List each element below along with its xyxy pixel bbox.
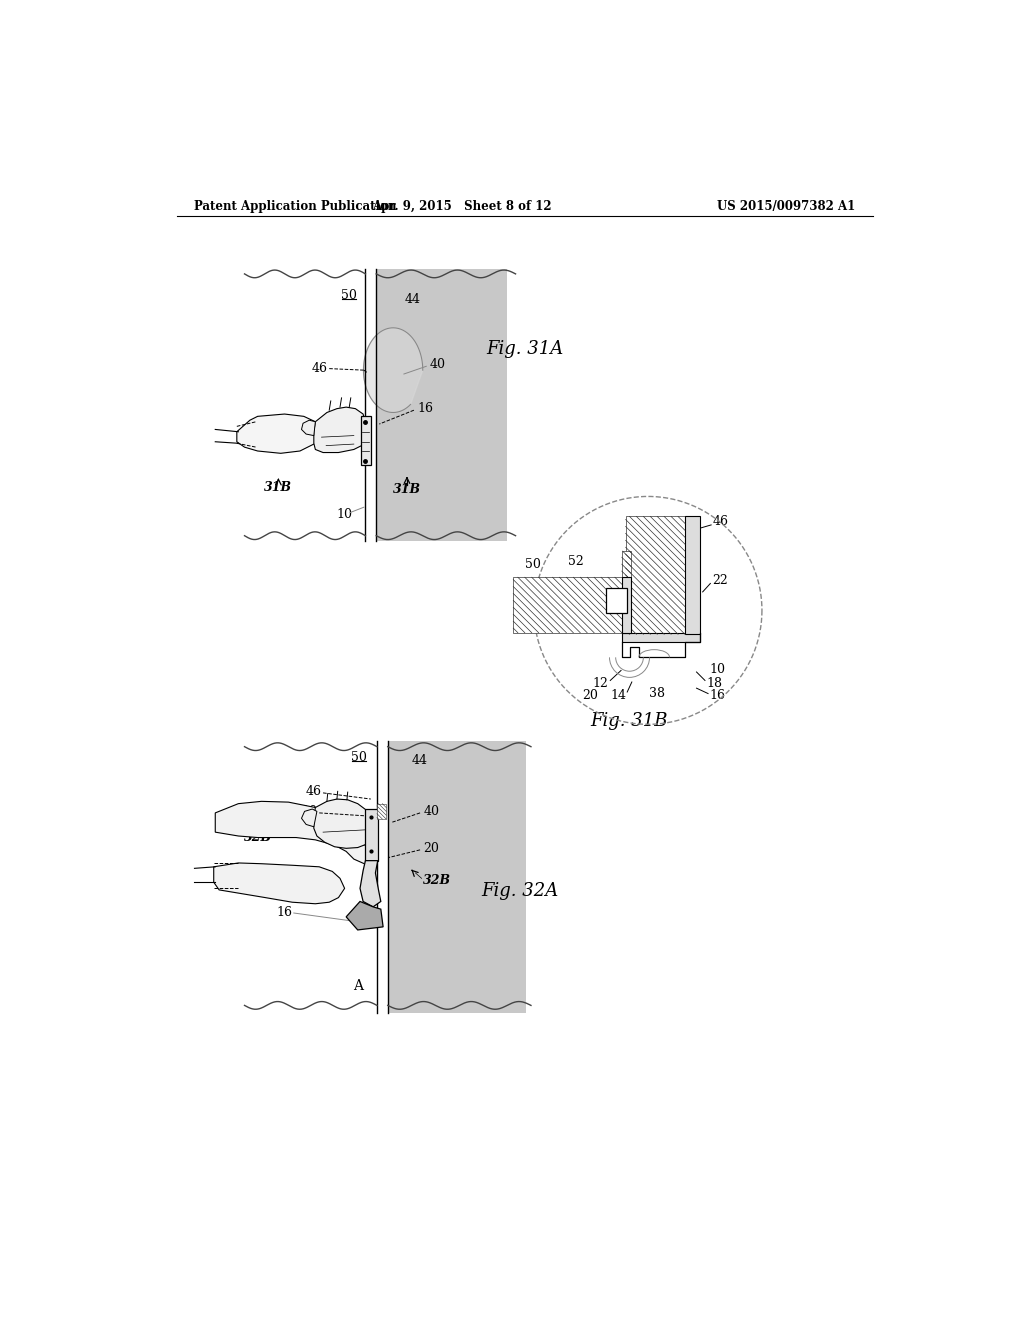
Polygon shape — [301, 809, 316, 826]
Bar — [622, 552, 631, 577]
Text: 18: 18 — [707, 677, 723, 690]
Text: 40: 40 — [423, 805, 439, 818]
Text: 52: 52 — [567, 556, 584, 569]
Text: 46: 46 — [305, 785, 322, 797]
Text: 22: 22 — [713, 574, 728, 587]
Polygon shape — [237, 414, 315, 453]
Polygon shape — [364, 327, 423, 412]
Text: 46: 46 — [713, 515, 729, 528]
Text: Fig. 31A: Fig. 31A — [486, 341, 563, 358]
Polygon shape — [214, 863, 345, 904]
Text: 44: 44 — [412, 754, 427, 767]
Bar — [606, 589, 628, 612]
Text: 50: 50 — [525, 558, 542, 572]
Bar — [685, 516, 700, 635]
Text: 12: 12 — [593, 677, 608, 690]
Bar — [626, 516, 685, 635]
Text: A: A — [352, 979, 362, 993]
Text: Fig. 32A: Fig. 32A — [481, 883, 558, 900]
Polygon shape — [346, 902, 383, 929]
Polygon shape — [301, 420, 315, 436]
Bar — [622, 577, 631, 632]
Text: 50: 50 — [341, 289, 356, 302]
Text: 16: 16 — [276, 907, 292, 920]
Bar — [376, 268, 507, 541]
Bar — [366, 809, 378, 861]
Text: Patent Application Publication: Patent Application Publication — [194, 199, 396, 213]
Text: 10: 10 — [302, 805, 317, 818]
Text: 46: 46 — [311, 362, 328, 375]
Bar — [360, 416, 371, 465]
Text: 10: 10 — [710, 663, 726, 676]
Text: 20: 20 — [423, 842, 439, 855]
Bar — [377, 804, 386, 818]
Text: 44: 44 — [404, 293, 421, 306]
Text: 38: 38 — [649, 686, 666, 700]
Text: Apr. 9, 2015   Sheet 8 of 12: Apr. 9, 2015 Sheet 8 of 12 — [372, 199, 552, 213]
Text: 32B: 32B — [423, 874, 452, 887]
Bar — [513, 577, 622, 632]
Text: 32B: 32B — [244, 832, 272, 843]
Text: 20: 20 — [582, 689, 598, 702]
Text: 31B: 31B — [264, 482, 293, 495]
Text: 50: 50 — [350, 751, 367, 764]
Polygon shape — [313, 407, 365, 453]
Text: 14: 14 — [610, 689, 627, 702]
Polygon shape — [313, 799, 376, 849]
Bar — [622, 632, 700, 642]
Text: 40: 40 — [429, 358, 445, 371]
Polygon shape — [215, 801, 377, 866]
Bar — [388, 742, 526, 1014]
Text: US 2015/0097382 A1: US 2015/0097382 A1 — [717, 199, 855, 213]
Text: 31B: 31B — [393, 483, 421, 496]
Text: 16: 16 — [710, 689, 726, 702]
Text: 16: 16 — [417, 403, 433, 416]
Text: 10: 10 — [337, 508, 352, 520]
Polygon shape — [360, 861, 381, 907]
Text: Fig. 31B: Fig. 31B — [590, 711, 668, 730]
